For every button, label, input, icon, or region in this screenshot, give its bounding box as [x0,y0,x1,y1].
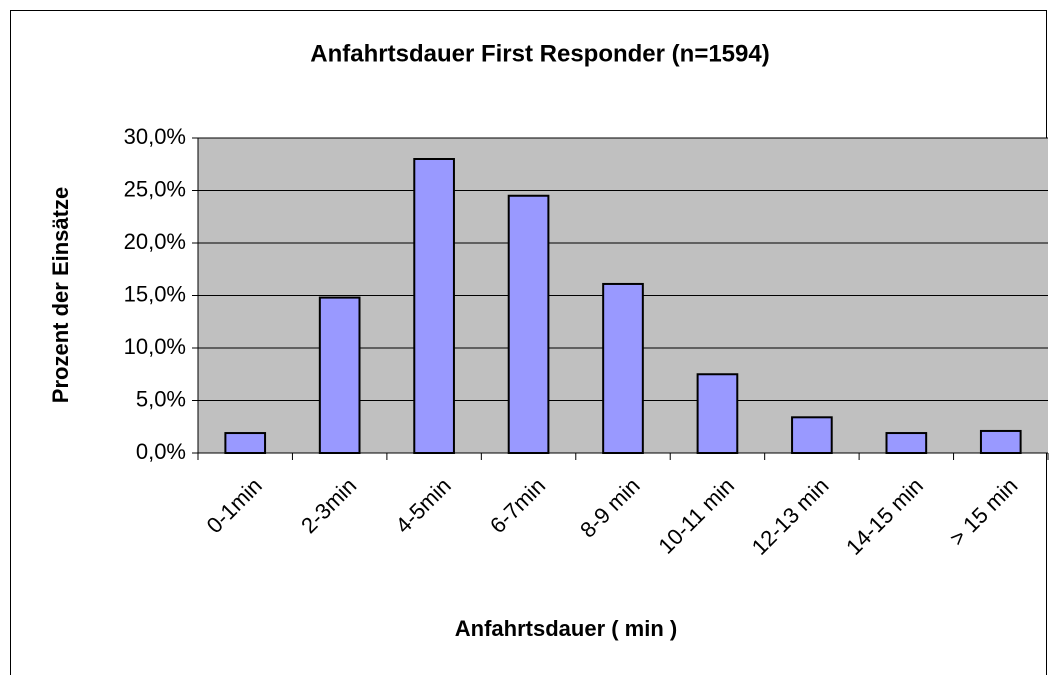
chart-title: Anfahrtsdauer First Responder (n=1594) [310,40,769,67]
bar [602,282,644,455]
x-tick-label: 8-9 min [575,473,645,543]
y-tick-label: 30,0% [124,124,186,149]
x-tick-label: 12-13 min [747,473,834,560]
x-tick-label: 0-1min [202,473,267,538]
bar [979,429,1022,455]
bar [791,416,833,454]
x-tick-label: 14-15 min [841,473,928,560]
x-tick-label: 10-11 min [653,473,739,559]
bar [318,296,361,454]
y-tick-label: 20,0% [124,229,186,254]
y-tick-label: 5,0% [136,386,186,411]
y-axis-title: Prozent der Einsätze [48,187,73,403]
y-tick-label: 10,0% [124,334,186,359]
bar [413,158,455,454]
x-tick-label: > 15 min [945,473,1023,551]
bar [224,432,267,454]
x-axis-title: Anfahrtsdauer ( min ) [455,616,677,641]
x-tick-label: 2-3min [296,473,361,538]
x-tick-label: 4-5min [391,473,456,538]
bar [885,432,928,454]
bar [696,373,739,454]
y-tick-label: 25,0% [124,176,186,201]
y-tick-label: 15,0% [124,281,186,306]
bar [507,194,550,454]
y-tick-label: 0,0% [136,439,186,464]
x-tick-label: 6-7min [485,473,550,538]
